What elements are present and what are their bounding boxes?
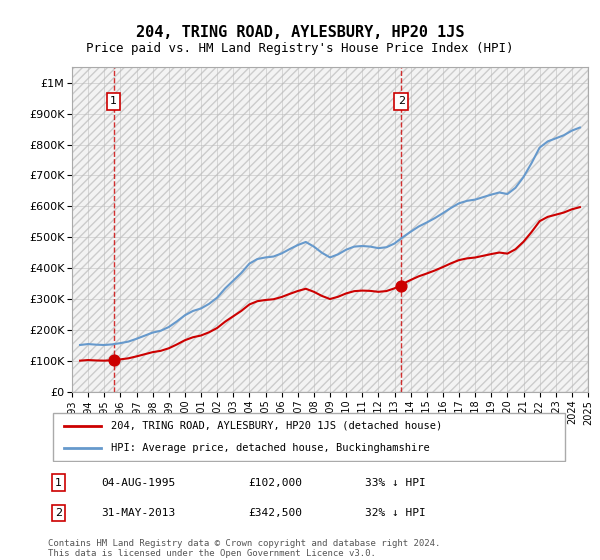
Text: £102,000: £102,000: [248, 478, 302, 488]
Text: Contains HM Land Registry data © Crown copyright and database right 2024.
This d: Contains HM Land Registry data © Crown c…: [48, 539, 440, 558]
Point: [109, 356, 118, 365]
Text: HPI: Average price, detached house, Buckinghamshire: HPI: Average price, detached house, Buck…: [112, 443, 430, 453]
Text: 2: 2: [398, 96, 405, 106]
Text: 04-AUG-1995: 04-AUG-1995: [101, 478, 175, 488]
Text: £342,500: £342,500: [248, 508, 302, 518]
Point: [397, 282, 406, 291]
Text: 33% ↓ HPI: 33% ↓ HPI: [365, 478, 425, 488]
Text: 204, TRING ROAD, AYLESBURY, HP20 1JS: 204, TRING ROAD, AYLESBURY, HP20 1JS: [136, 25, 464, 40]
Text: 1: 1: [110, 96, 117, 106]
Text: Price paid vs. HM Land Registry's House Price Index (HPI): Price paid vs. HM Land Registry's House …: [86, 42, 514, 55]
FancyBboxPatch shape: [53, 413, 565, 461]
Text: 31-MAY-2013: 31-MAY-2013: [101, 508, 175, 518]
Text: 2: 2: [55, 508, 62, 518]
Text: 32% ↓ HPI: 32% ↓ HPI: [365, 508, 425, 518]
Text: 204, TRING ROAD, AYLESBURY, HP20 1JS (detached house): 204, TRING ROAD, AYLESBURY, HP20 1JS (de…: [112, 421, 443, 431]
Text: 1: 1: [55, 478, 62, 488]
